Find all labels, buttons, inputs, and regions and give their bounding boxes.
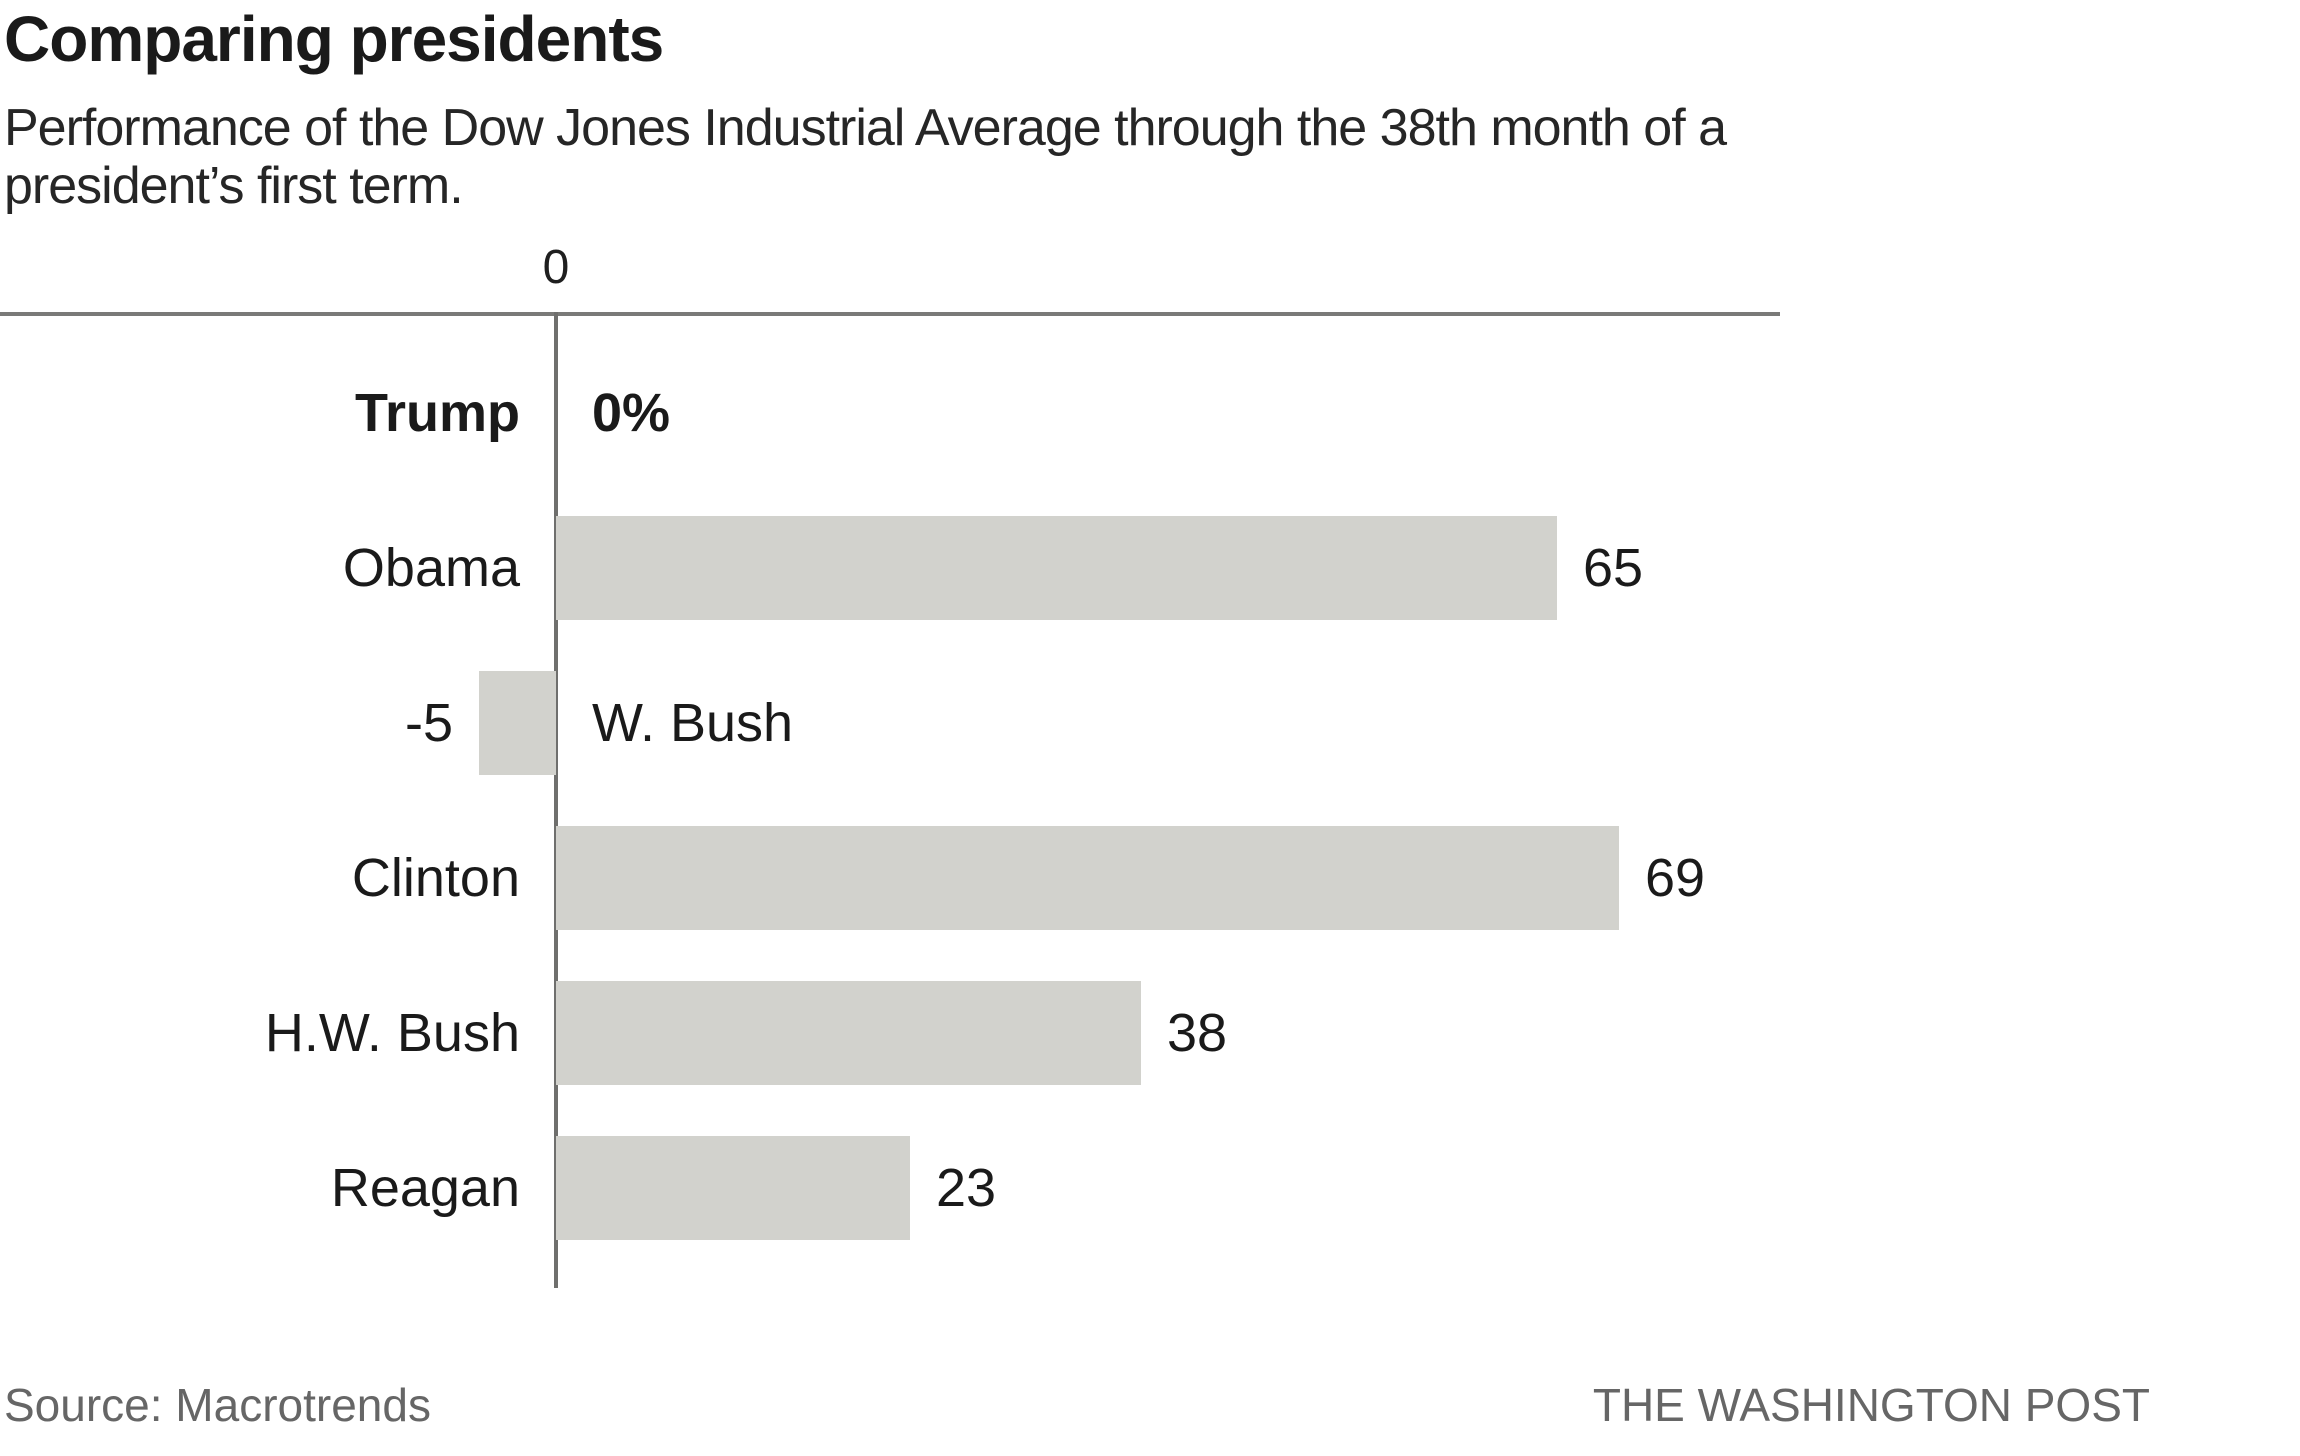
row-label-trump: Trump bbox=[354, 383, 520, 443]
chart-title: Comparing presidents bbox=[4, 3, 664, 75]
bar-w-bush bbox=[479, 671, 556, 775]
value-label-obama: 65 bbox=[1583, 538, 1644, 598]
source-credit: Source: Macrotrends bbox=[4, 1379, 431, 1431]
row-label-w-bush: W. Bush bbox=[592, 693, 794, 753]
value-label-h-w-bush: 38 bbox=[1167, 1003, 1228, 1063]
row-label-obama: Obama bbox=[342, 538, 520, 598]
bar-obama bbox=[556, 516, 1557, 620]
x-axis-line bbox=[0, 312, 1780, 316]
zero-baseline bbox=[554, 312, 558, 1288]
row-label-clinton: Clinton bbox=[351, 848, 520, 908]
chart-subtitle-line1: Performance of the Dow Jones Industrial … bbox=[4, 99, 1727, 157]
x-axis-zero-tick-label: 0 bbox=[542, 241, 570, 294]
row-label-h-w-bush: H.W. Bush bbox=[264, 1003, 520, 1063]
value-label-trump: 0% bbox=[592, 383, 671, 443]
bar-h-w-bush bbox=[556, 981, 1141, 1085]
bar-clinton bbox=[556, 826, 1619, 930]
value-label-reagan: 23 bbox=[936, 1158, 997, 1218]
value-label-clinton: 69 bbox=[1645, 848, 1706, 908]
row-label-reagan: Reagan bbox=[330, 1158, 520, 1218]
chart-subtitle: Performance of the Dow Jones Industrial … bbox=[4, 99, 1727, 215]
publisher-credit: THE WASHINGTON POST bbox=[1592, 1379, 2150, 1431]
chart-subtitle-line2: president’s first term. bbox=[4, 157, 464, 215]
footer: Source: Macrotrends THE WASHINGTON POST bbox=[4, 1378, 2150, 1432]
bar-reagan bbox=[556, 1136, 910, 1240]
value-label-w-bush: -5 bbox=[404, 693, 453, 753]
